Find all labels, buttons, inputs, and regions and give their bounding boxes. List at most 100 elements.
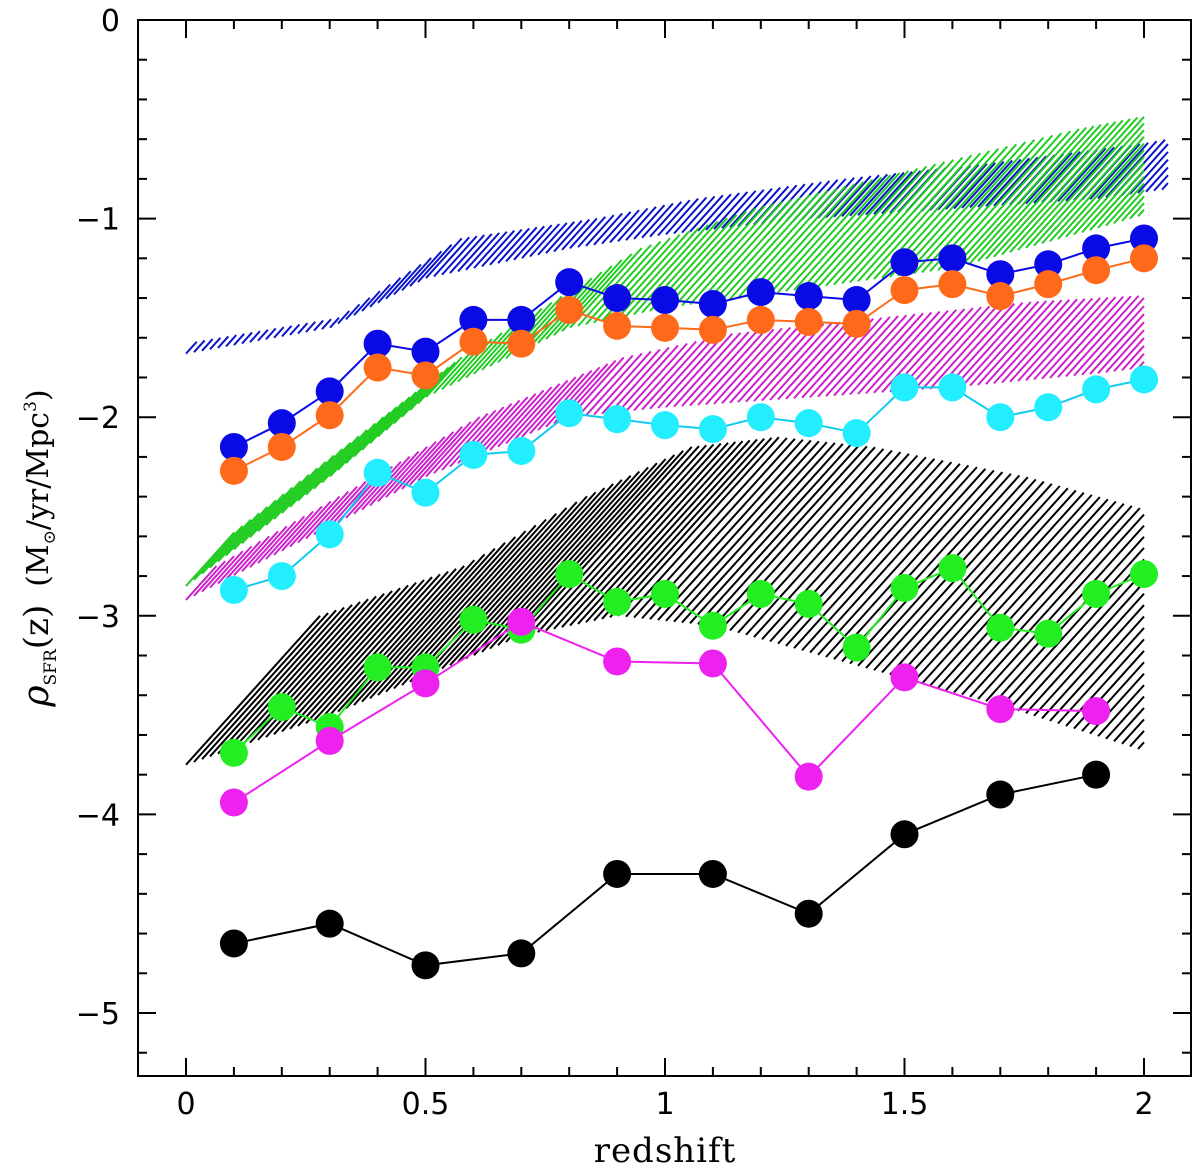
- green-band-hatch: [945, 130, 1072, 270]
- green-band-hatch: [321, 422, 377, 484]
- magenta-band-hatch: [1041, 296, 1117, 380]
- magenta-band-hatch: [753, 323, 825, 402]
- black-band-hatch: [433, 491, 597, 673]
- green-band-hatch: [281, 454, 335, 514]
- magenta-band-hatch: [857, 311, 933, 395]
- series-blue-point: [459, 305, 488, 334]
- blue-band-hatch: [233, 333, 245, 346]
- blue-band-hatch: [569, 217, 598, 249]
- series-orange-point: [1034, 270, 1063, 299]
- blue-band-hatch: [545, 221, 575, 254]
- series-magenta-point: [1082, 697, 1111, 726]
- black-band-hatch: [553, 442, 722, 630]
- series-green-point: [219, 738, 248, 767]
- black-band-hatch: [409, 507, 568, 683]
- series-orange-point: [698, 315, 727, 344]
- black-band-hatch: [337, 559, 476, 713]
- magenta-band-hatch: [233, 535, 270, 577]
- black-band-hatch: [1025, 581, 1145, 715]
- green-band-hatch: [969, 125, 1095, 265]
- black-band-hatch: [209, 606, 345, 758]
- y-tick-label: −4: [76, 798, 120, 833]
- series-orange-point: [459, 327, 488, 356]
- series-green-point: [459, 605, 488, 634]
- green-band-hatch: [1057, 142, 1145, 240]
- series-black-point: [411, 951, 440, 980]
- magenta-band-hatch: [1049, 295, 1124, 379]
- green-band-hatch: [1041, 129, 1145, 245]
- series-green-point: [938, 554, 967, 583]
- green-band-hatch: [1097, 176, 1145, 229]
- series-orange-point: [363, 353, 392, 382]
- magenta-band-hatch: [761, 322, 833, 402]
- axis-ticks: 0 0.5 1 1.5 2 0 −1 −2 −3 −4 −5: [76, 4, 1191, 1122]
- black-band-hatch: [561, 442, 729, 628]
- series-green-point: [651, 579, 679, 608]
- black-band-hatch: [513, 450, 684, 640]
- blue-band-hatch: [425, 237, 463, 279]
- series-cyan-point: [986, 403, 1015, 432]
- black-band-hatch: [1033, 592, 1145, 717]
- magenta-band-hatch: [649, 336, 715, 410]
- blue-band-hatch: [441, 235, 478, 276]
- series-black-point: [507, 939, 536, 968]
- magenta-band-hatch: [353, 460, 402, 515]
- blue-band-hatch: [1097, 142, 1149, 200]
- series-orange-point: [890, 276, 919, 305]
- black-band-hatch: [321, 568, 457, 719]
- y-tick-label: −5: [76, 997, 120, 1032]
- magenta-band-hatch: [969, 300, 1047, 387]
- series-cyan-point: [794, 409, 823, 438]
- shaded-bands: [185, 116, 1169, 766]
- magenta-band-hatch: [217, 545, 253, 585]
- blue-band-hatch: [297, 322, 309, 335]
- series-cyan-point: [507, 436, 536, 465]
- series-green-point: [842, 633, 871, 662]
- blue-band-hatch: [505, 226, 538, 263]
- magenta-band-hatch: [1057, 295, 1132, 378]
- magenta-band-hatch: [449, 406, 505, 468]
- series-orange-point: [651, 313, 679, 342]
- green-band-hatch: [785, 174, 892, 292]
- series-orange-point: [603, 311, 632, 340]
- series-blue-point: [1130, 224, 1158, 253]
- blue-band-hatch: [273, 326, 285, 339]
- magenta-band-hatch: [625, 342, 688, 412]
- black-band-hatch: [289, 579, 425, 730]
- green-band-hatch: [369, 391, 417, 445]
- magenta-band-hatch: [777, 320, 850, 401]
- green-band-hatch: [1049, 136, 1145, 242]
- magenta-band-hatch: [873, 310, 949, 394]
- series-magenta-point: [890, 663, 919, 692]
- magenta-band-hatch: [745, 324, 816, 403]
- black-band-hatch: [329, 565, 465, 716]
- black-band-hatch: [225, 601, 361, 752]
- series-black-point: [698, 859, 727, 888]
- black-band-hatch: [1105, 695, 1145, 740]
- black-band-hatch: [761, 456, 927, 640]
- series-cyan-point: [267, 562, 296, 591]
- black-band-hatch: [889, 485, 1061, 676]
- blue-band-hatch: [849, 173, 889, 217]
- green-band-hatch: [841, 159, 955, 285]
- series-blue-point: [698, 289, 727, 318]
- green-band-hatch: [993, 121, 1117, 258]
- green-band-hatch: [457, 332, 503, 383]
- magenta-band-hatch: [1017, 297, 1094, 382]
- blue-band-hatch: [361, 290, 381, 312]
- green-band-hatch: [593, 237, 671, 324]
- black-band-hatch: [1017, 570, 1145, 712]
- magenta-band-hatch: [945, 302, 1024, 389]
- blue-band-hatch: [601, 211, 632, 245]
- series-blue-point: [411, 337, 440, 366]
- black-band-hatch: [305, 573, 441, 724]
- series-cyan-point: [459, 440, 488, 469]
- x-axis-title: redshift: [594, 1131, 737, 1170]
- green-band-hatch: [777, 176, 883, 294]
- black-band-hatch: [745, 453, 910, 636]
- magenta-band-hatch: [521, 376, 577, 438]
- series-orange-point: [219, 456, 248, 485]
- green-band-hatch: [209, 512, 260, 569]
- green-band-hatch: [1033, 122, 1145, 247]
- blue-band-hatch: [705, 192, 740, 231]
